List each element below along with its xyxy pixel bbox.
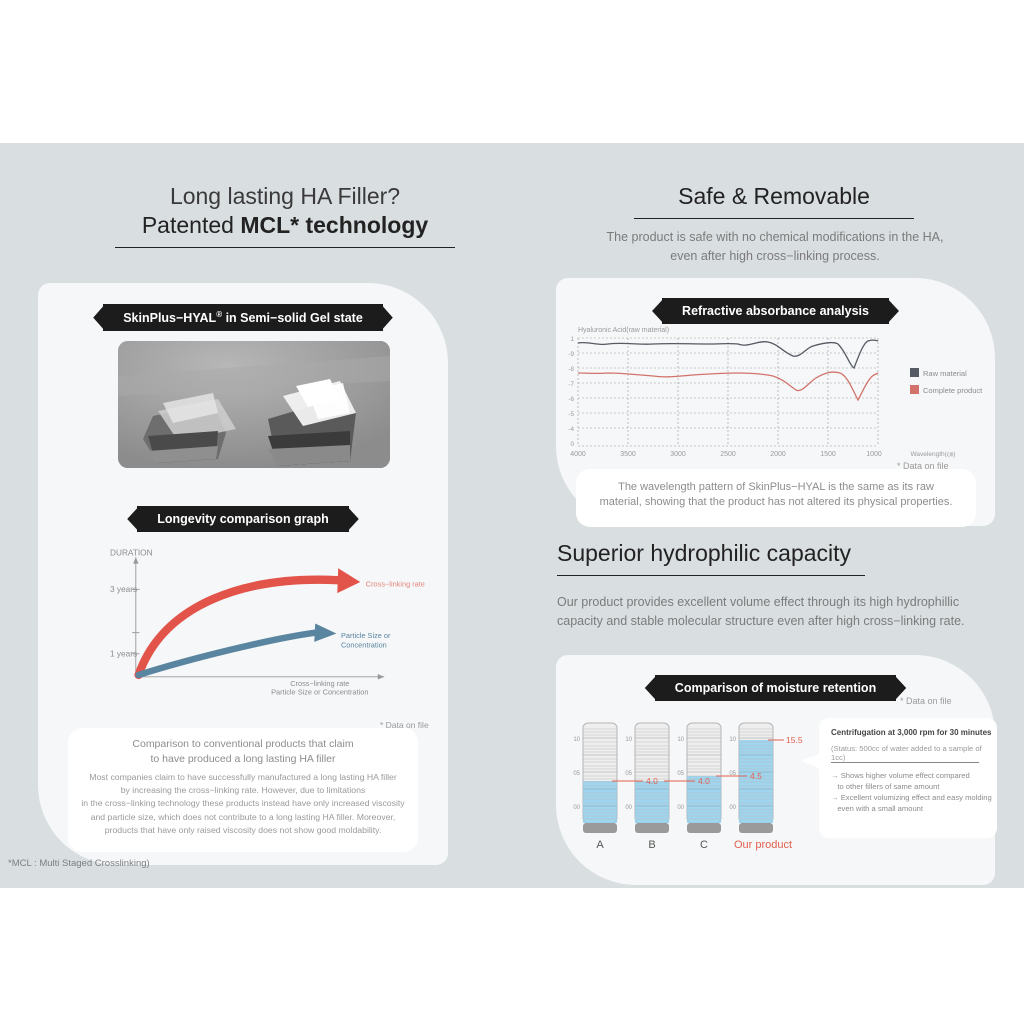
svg-text:3500: 3500 [620,451,636,458]
svg-text:0: 0 [570,441,574,448]
svg-text:C: C [700,839,708,851]
svg-text:-9: -9 [568,351,574,358]
svg-text:Particle Size or: Particle Size or [341,631,391,640]
svg-text:Wavelength(㎝): Wavelength(㎝) [911,451,956,458]
svg-text:Raw material: Raw material [923,369,967,378]
svg-text:4.5: 4.5 [750,771,762,781]
svg-text:A: A [596,839,604,851]
svg-text:Cross−linking rate: Cross−linking rate [366,580,425,589]
svg-text:1500: 1500 [820,451,836,458]
svg-text:-8: -8 [568,366,574,373]
svg-text:Concentration: Concentration [341,640,387,649]
svg-text:Particle Size or Concentration: Particle Size or Concentration [271,687,368,696]
svg-text:4.0: 4.0 [646,776,658,786]
svg-text:DURATION: DURATION [110,548,153,557]
svg-text:Our product: Our product [734,839,792,851]
svg-text:2000: 2000 [770,451,786,458]
svg-text:15.5: 15.5 [786,735,803,745]
svg-text:3000: 3000 [670,451,686,458]
svg-text:4.0: 4.0 [698,776,710,786]
svg-text:Complete product: Complete product [923,386,983,395]
svg-text:1000: 1000 [866,451,882,458]
svg-text:-5: -5 [568,411,574,418]
svg-text:2500: 2500 [720,451,736,458]
svg-text:Hyaluronic Acid(raw material): Hyaluronic Acid(raw material) [578,327,669,334]
svg-text:3 years: 3 years [110,585,137,594]
svg-text:-6: -6 [568,396,574,403]
svg-text:4000: 4000 [570,451,586,458]
svg-text:1: 1 [570,336,574,343]
svg-text:B: B [648,839,655,851]
svg-text:-7: -7 [568,381,574,388]
svg-text:1 years: 1 years [110,650,137,659]
svg-text:-4: -4 [568,426,574,433]
